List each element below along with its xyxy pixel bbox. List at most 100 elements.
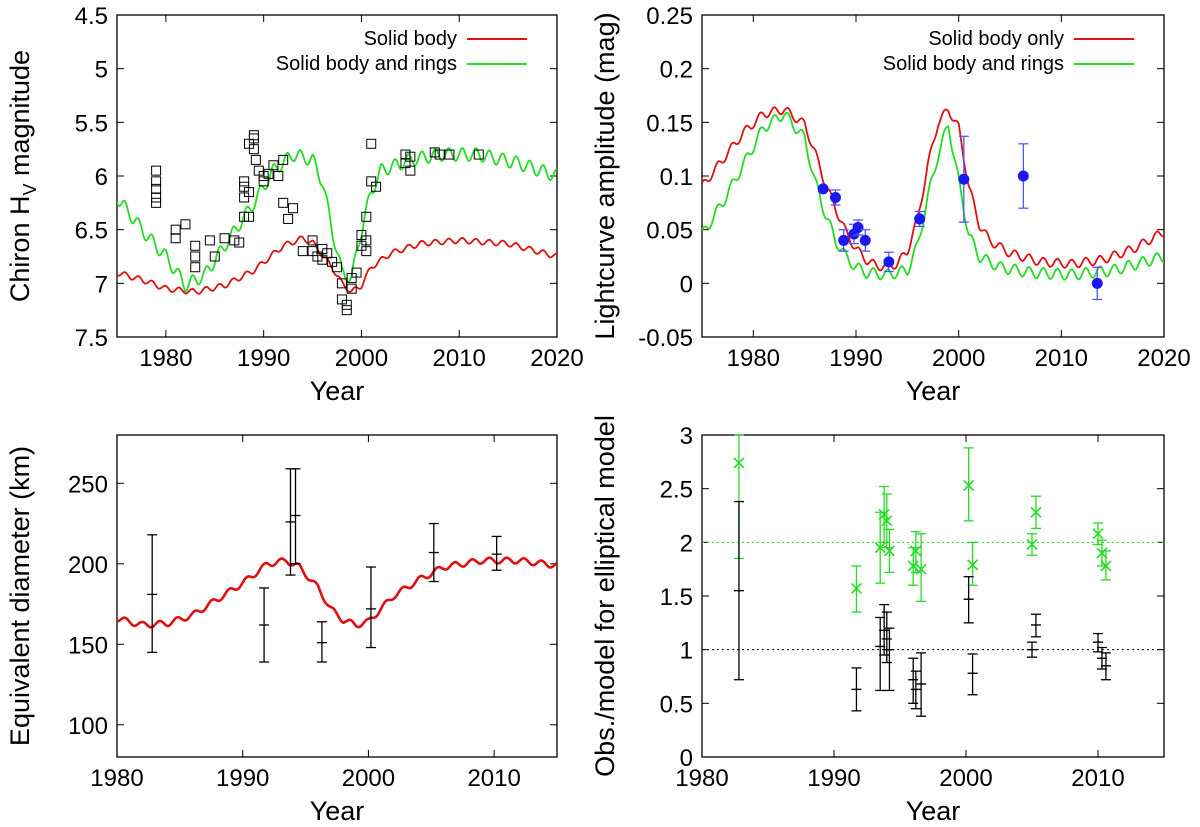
legend-label: Solid body and rings [276,53,457,75]
y-tick-label: 1.5 [660,584,693,611]
plot-frame [701,434,1165,758]
observation-square [361,246,372,257]
ratio-rings-point [1030,506,1042,518]
plot-frame [116,434,558,758]
observation-square [250,154,261,165]
observation-square [366,138,377,149]
observation-square [234,237,245,248]
y-tick-label: 100 [68,713,108,740]
y-tick-label: 250 [68,471,108,498]
y-tick-label: 2 [680,530,693,557]
observation-square [209,251,220,262]
x-tick-label: 1990 [807,765,860,792]
amplitude-point [958,173,970,185]
ratio-rings-point [915,563,927,575]
y-tick-label: 2.5 [660,477,693,504]
x-tick-label: 1990 [237,345,290,372]
observation-square [170,233,181,244]
observation-square [219,233,230,244]
y-tick-label: 4.5 [75,3,108,30]
y-tick-label: 6.5 [75,218,108,245]
y-tick-label: 0 [680,271,693,298]
ratio-rings-point [1100,560,1112,572]
x-tick-label: 1980 [90,765,143,792]
ratio-rings-point [874,542,886,554]
x-tick-label: 2000 [932,345,985,372]
y-tick-label: 5 [95,57,108,84]
ratio-rings-point [733,457,745,469]
amplitude-point [914,213,926,225]
observation-square [248,130,259,141]
observation-square [473,149,484,160]
x-tick-label: 2000 [939,765,992,792]
observation-square [244,187,254,198]
observation-square [444,149,455,160]
y-tick-label: 0.15 [646,110,693,137]
observation-square [151,197,162,208]
amplitude-point [838,234,850,246]
observation-square [341,305,352,316]
x-tick-label: 2010 [467,765,520,792]
x-tick-label: 1980 [139,345,192,372]
amplitude-point [1091,277,1103,289]
x-axis-label: Year [310,796,365,826]
ratio-rings-point [1096,547,1108,559]
ratio-rings-point [1092,528,1104,540]
panel-d: 1980 1990 2000 2010 0 0.5 1 1.5 2 2.5 3 Year Obs./mo… [590,415,1165,826]
observation-square [332,262,342,273]
y-axis-label: Equivalent diameter (km) [5,446,35,746]
ratio-rings-point [850,582,863,595]
ratio-rings-point [1026,538,1038,551]
observation-square [297,246,308,257]
ratio-rings-point [910,545,922,557]
solid-body-rings-curve [117,147,557,294]
observation-square [204,235,215,246]
x-tick-label: 1990 [829,345,882,372]
observation-square [190,251,201,262]
solid-body-rings-curve [702,111,1164,281]
ratio-rings-point [967,559,979,571]
observation-square [434,149,445,160]
amplitude-point [859,234,871,246]
y-tick-label: 7.5 [75,325,108,352]
observation-square [371,181,382,192]
y-tick-label: 0.1 [660,164,693,191]
ratio-rings-point [963,479,975,492]
observation-square [151,192,162,203]
observation-square [336,278,347,289]
x-tick-label: 2010 [1035,345,1088,372]
y-tick-label: 0.2 [660,57,693,84]
ratio-rings-point [881,515,893,527]
x-tick-label: 2010 [1071,765,1124,792]
observation-square [190,240,201,251]
observation-square [288,203,298,214]
amplitude-point [829,191,841,203]
y-axis-label: Lightcurve amplitude (mag) [590,12,620,339]
x-tick-label: 2000 [342,765,395,792]
y-tick-label: 1 [680,638,693,665]
amplitude-point [883,256,895,268]
y-tick-label: 5.5 [75,110,108,137]
x-tick-label: 2000 [335,345,388,372]
ratio-rings-point [907,560,919,572]
observation-square [151,176,162,187]
observation-square [278,154,289,165]
observation-square [248,144,259,155]
x-tick-label: 2010 [433,345,486,372]
x-tick-label: 2020 [530,345,583,372]
ratio-rings-point [883,545,896,557]
observation-square [273,171,284,181]
observation-square [307,235,318,246]
y-tick-label: 150 [68,632,108,659]
y-axis-label-subscript: V [20,184,40,196]
panel-a: 1980 1990 2000 2010 2020 4.5 5 5.5 6 6.5 7 7.5 Year C… [5,3,584,406]
x-tick-label: 1980 [675,765,728,792]
observation-square [180,219,191,230]
y-tick-label: 0.5 [660,691,693,718]
observation-square [341,299,352,310]
y-axis-label: Obs./model for elliptical model [590,415,620,777]
y-tick-label: 200 [68,552,108,579]
y-tick-label: 0.25 [646,3,693,30]
y-tick-label: -0.05 [638,325,693,352]
x-tick-label: 1980 [727,345,780,372]
